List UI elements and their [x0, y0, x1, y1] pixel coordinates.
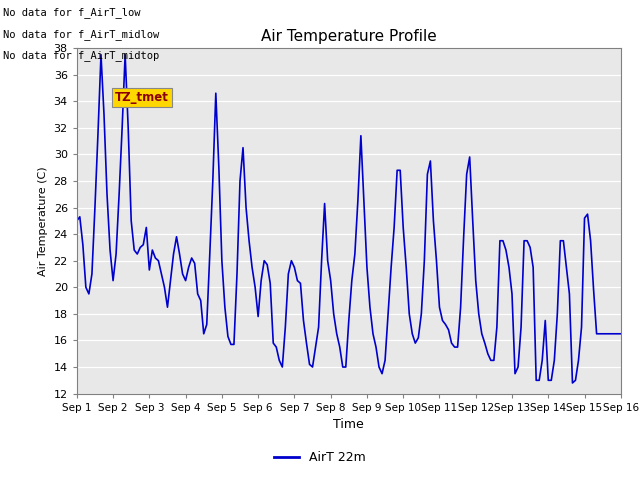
X-axis label: Time: Time [333, 418, 364, 431]
Text: No data for f_AirT_midtop: No data for f_AirT_midtop [3, 50, 159, 61]
Legend: AirT 22m: AirT 22m [269, 446, 371, 469]
Text: No data for f_AirT_midlow: No data for f_AirT_midlow [3, 29, 159, 40]
Text: No data for f_AirT_low: No data for f_AirT_low [3, 7, 141, 18]
Title: Air Temperature Profile: Air Temperature Profile [261, 29, 436, 44]
Y-axis label: Air Temperature (C): Air Temperature (C) [38, 166, 48, 276]
Text: TZ_tmet: TZ_tmet [115, 91, 169, 104]
